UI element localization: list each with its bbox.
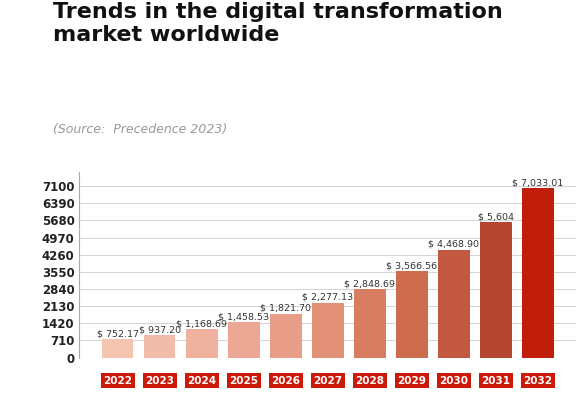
Text: 2029: 2029: [397, 376, 426, 385]
Text: Trends in the digital transformation
market worldwide: Trends in the digital transformation mar…: [53, 2, 503, 45]
Text: 2025: 2025: [229, 376, 258, 385]
Text: $ 2,848.69: $ 2,848.69: [345, 279, 395, 288]
Bar: [480, 222, 512, 358]
Text: 2027: 2027: [313, 376, 342, 385]
Text: $ 1,168.69: $ 1,168.69: [176, 320, 227, 328]
Bar: [186, 329, 218, 358]
Text: $ 7,033.01: $ 7,033.01: [512, 178, 563, 187]
Bar: [438, 250, 470, 358]
Text: $ 937.20: $ 937.20: [139, 325, 181, 334]
Bar: [102, 339, 133, 358]
Bar: [522, 188, 554, 358]
Bar: [144, 335, 175, 358]
Text: 2023: 2023: [145, 376, 174, 385]
Bar: [354, 289, 386, 358]
Text: 2031: 2031: [482, 376, 510, 385]
Text: 2032: 2032: [523, 376, 552, 385]
Bar: [312, 303, 343, 358]
Text: $ 3,566.56: $ 3,566.56: [386, 262, 437, 271]
Text: 2026: 2026: [271, 376, 300, 385]
Bar: [396, 271, 427, 358]
Text: 2024: 2024: [187, 376, 216, 385]
Text: $ 1,458.53: $ 1,458.53: [218, 313, 269, 322]
Text: $ 752.17: $ 752.17: [96, 330, 139, 339]
Text: 2028: 2028: [355, 376, 385, 385]
Text: $ 4,468.90: $ 4,468.90: [429, 240, 479, 249]
Text: $ 1,821.70: $ 1,821.70: [260, 304, 311, 313]
Bar: [228, 322, 259, 358]
Text: $ 2,277.13: $ 2,277.13: [302, 293, 353, 302]
Text: 2030: 2030: [439, 376, 469, 385]
Text: (Source:  Precedence 2023): (Source: Precedence 2023): [53, 123, 227, 136]
Bar: [270, 314, 302, 358]
Text: 2022: 2022: [103, 376, 132, 385]
Text: $ 5,604: $ 5,604: [478, 213, 514, 221]
